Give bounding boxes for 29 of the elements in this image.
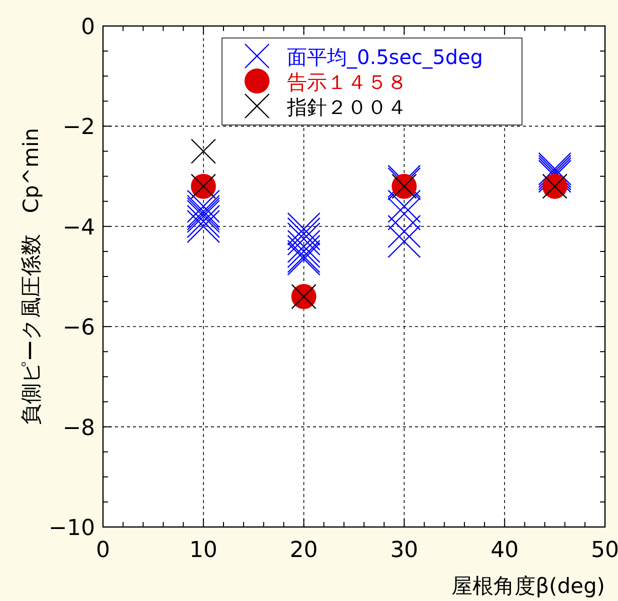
point (190, 138, 216, 164)
x-tick-label: 50 (591, 538, 618, 563)
y-tick-label: −8 (62, 416, 95, 441)
point (186, 190, 220, 223)
x-tick-label: 40 (490, 538, 519, 563)
y-axis-title: 負側ピーク風圧係数 Cp^min (19, 128, 43, 426)
y-tick-label: −4 (62, 215, 95, 240)
x-tick-label: 30 (390, 538, 418, 563)
point (186, 210, 220, 243)
point (287, 217, 320, 251)
y-tick-label: 0 (81, 15, 95, 40)
point (388, 224, 421, 258)
point (287, 212, 320, 246)
x-axis-title: 屋根角度β(deg) (452, 574, 605, 598)
y-tick-label: −2 (62, 115, 95, 140)
point (287, 222, 320, 256)
legend-label: 告示１４５８ (287, 70, 407, 94)
point (186, 204, 220, 238)
x-tick-label: 20 (290, 538, 318, 563)
point (388, 197, 421, 230)
x-tick-label: 10 (189, 538, 218, 563)
point (287, 230, 320, 264)
point (388, 190, 421, 223)
y-tick-label: −6 (62, 316, 95, 341)
legend-label: 面平均_0.5sec_5deg (287, 45, 483, 69)
point (287, 234, 320, 268)
point (388, 214, 421, 248)
y-tick-label: −10 (48, 516, 95, 541)
legend-label: 指針２００４ (286, 95, 407, 119)
